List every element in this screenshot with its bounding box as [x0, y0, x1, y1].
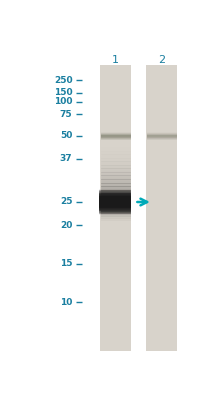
Bar — [145, 65, 176, 351]
Text: 10: 10 — [60, 298, 72, 306]
Text: 25: 25 — [60, 198, 72, 206]
Text: 1: 1 — [111, 55, 118, 65]
Text: 100: 100 — [54, 97, 72, 106]
Text: 150: 150 — [54, 88, 72, 97]
Bar — [99, 65, 131, 351]
Text: 20: 20 — [60, 221, 72, 230]
Text: 75: 75 — [60, 110, 72, 119]
Text: 2: 2 — [157, 55, 164, 65]
Text: 50: 50 — [60, 131, 72, 140]
Text: 37: 37 — [60, 154, 72, 163]
Text: 250: 250 — [54, 76, 72, 85]
Text: 15: 15 — [60, 259, 72, 268]
